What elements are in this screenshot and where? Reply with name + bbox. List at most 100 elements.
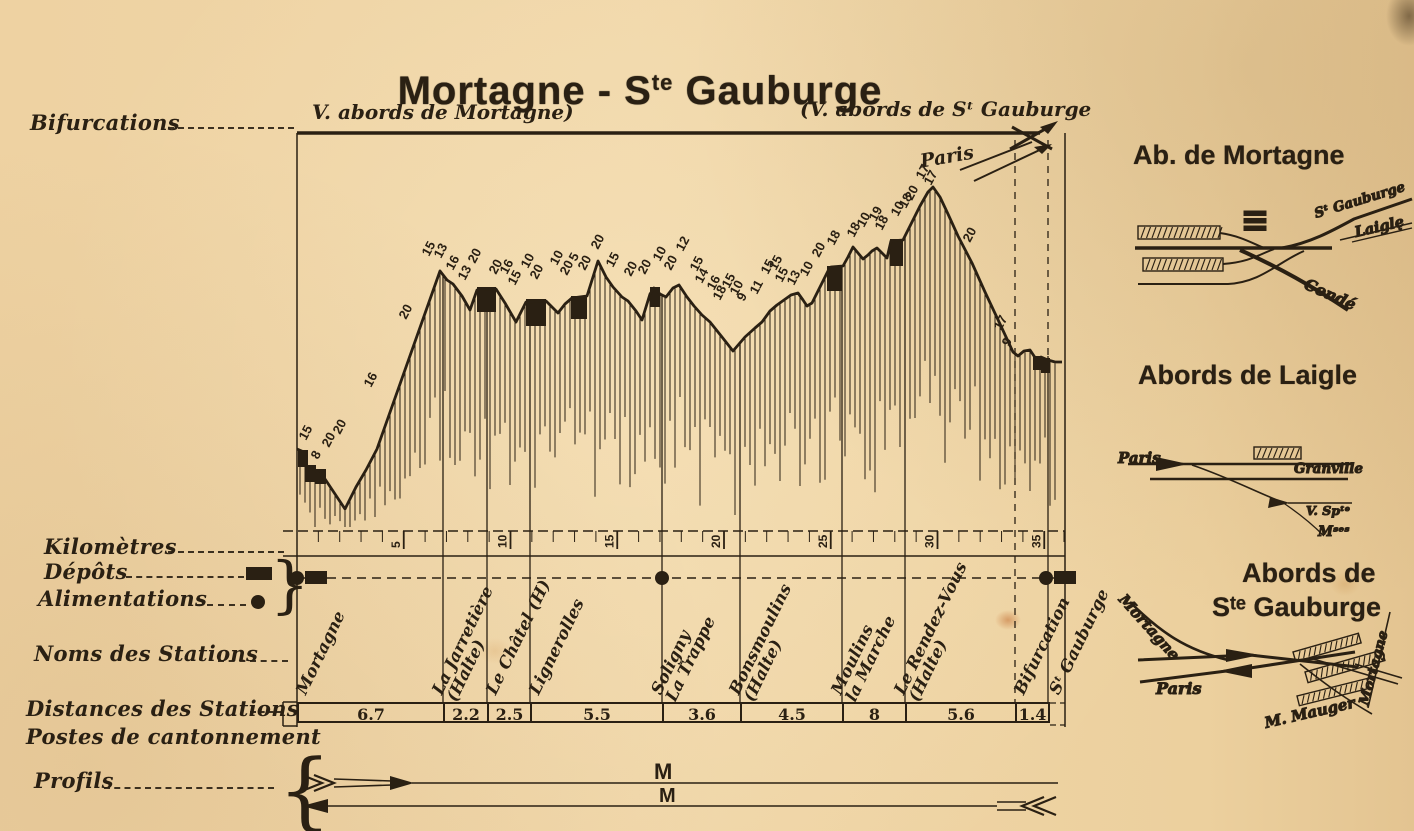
gradient-value: 10 [546, 248, 566, 268]
leader-distances [250, 711, 282, 713]
gradient-value: 15 [757, 257, 777, 277]
depot-legend-rect-icon [246, 567, 272, 580]
gradient-value: 20 [485, 257, 505, 277]
direction-arrow-icon [1268, 497, 1290, 508]
distance-cell: 8 [842, 702, 905, 724]
diagram-abords-mortagne: Sᵗ Gauburge Laiglę Condé [1135, 178, 1413, 314]
gradient-value: 16 [360, 370, 380, 390]
side-hatched-platforms [1137, 225, 1386, 707]
heading-abords-de: Abords de [1242, 558, 1376, 588]
station-platform-block [305, 465, 316, 482]
km-number: 30 [923, 534, 937, 548]
gradient-value: 18 [823, 228, 843, 248]
kilometre-ruler: 5 10 15 20 25 30 35 [283, 530, 1065, 557]
arrow-fletching-icon [301, 773, 337, 793]
depot-rect-icon [1054, 571, 1076, 584]
heading-abords-de-laigle: Abords de Laigle [1138, 360, 1358, 390]
distance-cell: 2.5 [487, 702, 530, 724]
label-kilometres: Kilomètres [44, 534, 177, 559]
station-platform-block [298, 450, 308, 467]
gradient-value: 15 [686, 254, 706, 274]
direction-arrow-icon [1226, 649, 1260, 662]
label-profils: Profils [34, 768, 114, 793]
hatched-platform [1142, 257, 1224, 272]
label-paris-laigle: Paris [1117, 449, 1161, 467]
alimentation-legend-dot-icon [251, 595, 265, 609]
title-main: Mortagne - S [397, 68, 652, 113]
distance-cell: 1.4 [1015, 702, 1050, 724]
km-number: 15 [602, 534, 616, 548]
label-paris-gauburge: Paris [1155, 679, 1201, 698]
label-depots: Dépôts [44, 559, 128, 584]
profils-rows: MM [301, 759, 1058, 817]
gradient-value: 16 [496, 257, 516, 277]
gradient-labels: 1582020162015131613202016151020102052020… [295, 162, 1015, 462]
alimentation-dot-icon [655, 571, 669, 585]
leader-noms [218, 660, 288, 662]
gradient-value: 20 [329, 417, 349, 437]
direction-arrow-icon [1218, 664, 1252, 678]
elevation-profile-line [296, 185, 1062, 511]
gradient-value: 15 [418, 239, 438, 259]
leader-kilometres [168, 551, 284, 553]
gradient-value: 17 [920, 168, 940, 188]
station-platform-block [477, 287, 496, 312]
gradient-value: 10 [517, 251, 537, 271]
alimentation-dot-icon [1039, 571, 1053, 585]
gradient-value: 20 [808, 240, 828, 260]
distance-cell: 2.2 [443, 702, 487, 724]
label-m-mauger: M. Mauger [1262, 693, 1358, 732]
leader-bifurcations [168, 127, 294, 129]
gradient-value: 20 [574, 253, 594, 273]
distance-cell: 5.6 [905, 702, 1015, 724]
label-postes-de-cantonnement: Postes de cantonnement [26, 724, 322, 749]
label-distances-des-stations: Distances des Stations [26, 696, 299, 721]
gradient-value: 20 [556, 258, 576, 278]
gradient-value: 10 [853, 210, 873, 230]
heading-ab-de-mortagne: Ab. de Mortagne [1133, 140, 1345, 170]
label-conde-route: Condé [1301, 274, 1359, 314]
hatched-platform [1137, 225, 1223, 240]
km-number: 20 [709, 534, 723, 548]
profil-m-top: M [654, 759, 672, 784]
alimentation-dot-icon [290, 571, 304, 585]
label-mortagne-route-right: Mortagne [1356, 629, 1392, 708]
gradient-value: 15 [602, 250, 622, 270]
gradient-value: 20 [464, 246, 484, 266]
note-abords-gauburge: (V. abords de Sᵗ Gauburge [800, 97, 1092, 121]
gradient-value: 10 [649, 244, 669, 264]
gradient-value: 11 [746, 277, 766, 296]
title-rest: Gauburge [673, 68, 883, 113]
direction-arrow-icon [1156, 457, 1188, 471]
gradient-value: 20 [620, 259, 640, 279]
leader-depots [126, 576, 244, 578]
station-platform-block [571, 296, 587, 319]
arrow-head-icon [302, 799, 328, 813]
heading-ste-gauburge: Sᵗᵉ Gauburge [1212, 592, 1382, 622]
gradient-value: 20 [318, 430, 338, 450]
gradient-value: 13 [783, 268, 803, 288]
gradient-value: 10 [726, 278, 746, 298]
gradient-value: 18 [895, 191, 915, 211]
distance-cell: 3.6 [662, 702, 740, 724]
gradient-value: 10 [887, 199, 907, 219]
gradient-value: 15 [295, 423, 315, 443]
gradient-value: 20 [587, 232, 607, 252]
label-granville: Granville [1294, 461, 1363, 477]
leader-profils [104, 787, 274, 789]
hatched-platform [1253, 446, 1302, 460]
km-number: 35 [1029, 534, 1043, 548]
arrow-fletching-icon [1019, 795, 1057, 817]
station-platform-block [526, 299, 546, 326]
hatched-platform [1296, 677, 1371, 707]
station-platform-block [890, 239, 903, 266]
gradient-value: 18 [709, 283, 729, 303]
gradient-value: 20 [395, 302, 415, 322]
gradient-value: 20 [901, 183, 921, 203]
gradient-value: 12 [672, 234, 692, 254]
hatched-platform [1304, 649, 1386, 684]
gradient-value: 16 [703, 273, 723, 293]
km-number: 25 [816, 534, 830, 548]
gradient-value: 13 [454, 263, 474, 283]
